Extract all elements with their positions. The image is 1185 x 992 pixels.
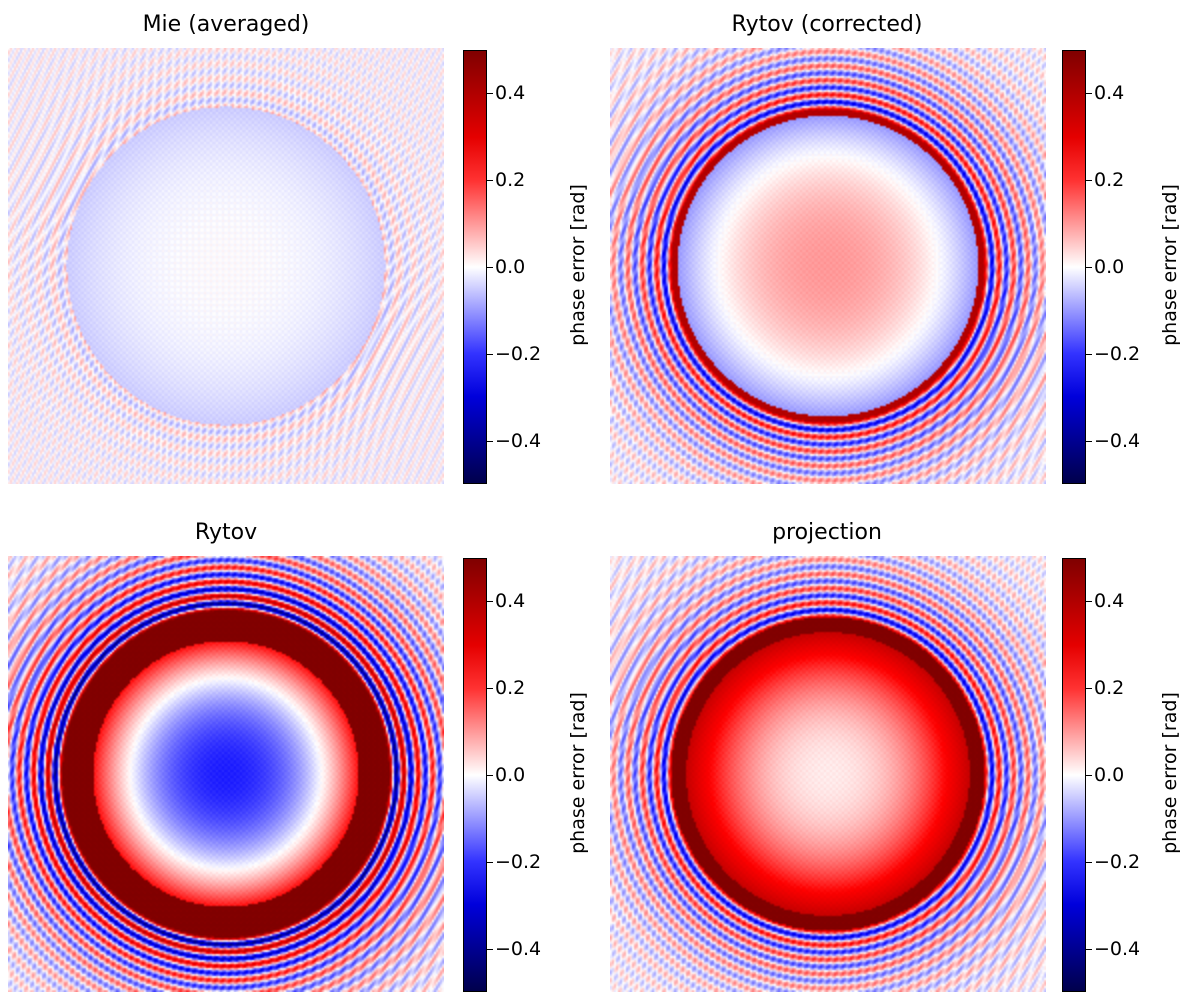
colorbar-tick-label: 0.0 — [495, 256, 526, 278]
colorbar-tick-label: −0.2 — [1094, 342, 1141, 365]
colorbar-tick-mark — [487, 180, 493, 182]
colorbar-tick-label: 0.2 — [495, 677, 526, 700]
colorbar-tick-mark — [487, 775, 493, 776]
colorbar-label: phase error [rad] — [567, 692, 589, 854]
colorbar-label: phase error [rad] — [567, 184, 589, 346]
colorbar-tick-mark — [487, 353, 493, 355]
colorbar-tick-mark — [1086, 948, 1092, 950]
colorbar-tick-label: 0.0 — [495, 764, 526, 786]
colorbar-tick-label: −0.4 — [495, 937, 542, 960]
colorbar-tick-mark — [1086, 601, 1092, 603]
colorbar-tick-mark — [1086, 440, 1092, 442]
colorbar-tick-mark — [1086, 861, 1092, 863]
colorbar-tick-mark — [487, 688, 493, 690]
colorbar-tick-mark — [487, 601, 493, 603]
heatmap — [8, 556, 444, 992]
colorbar — [1062, 558, 1086, 992]
heatmap — [8, 48, 444, 484]
colorbar-tick-mark — [487, 93, 493, 95]
colorbar-tick-label: −0.2 — [495, 342, 542, 365]
colorbar-tick-label: −0.4 — [495, 429, 542, 452]
colorbar-tick-label: 0.4 — [495, 590, 526, 613]
colorbar — [463, 558, 487, 992]
colorbar-tick-mark — [1086, 180, 1092, 182]
colorbar — [1062, 50, 1086, 484]
colorbar-tick-mark — [1086, 353, 1092, 355]
colorbar-tick-mark — [487, 440, 493, 442]
colorbar-tick-mark — [1086, 93, 1092, 95]
panel-title: Mie (averaged) — [142, 12, 310, 37]
colorbar-tick-label: 0.2 — [1094, 677, 1125, 700]
panel-title: Rytov — [194, 520, 258, 545]
colorbar-tick-label: −0.2 — [1094, 850, 1141, 873]
colorbar-tick-label: 0.4 — [1094, 590, 1125, 613]
colorbar-tick-label: 0.0 — [1094, 256, 1125, 278]
colorbar-tick-mark — [487, 948, 493, 950]
colorbar-tick-mark — [1086, 775, 1092, 776]
colorbar-tick-label: 0.2 — [495, 169, 526, 192]
colorbar — [463, 50, 487, 484]
colorbar-tick-label: −0.4 — [1094, 937, 1141, 960]
colorbar-tick-label: −0.4 — [1094, 429, 1141, 452]
heatmap — [610, 556, 1046, 992]
colorbar-label: phase error [rad] — [1159, 184, 1181, 346]
colorbar-tick-label: 0.4 — [495, 82, 526, 105]
panel-title: Rytov (corrected) — [731, 12, 923, 37]
colorbar-tick-label: 0.0 — [1094, 764, 1125, 786]
colorbar-tick-mark — [1086, 688, 1092, 690]
colorbar-tick-mark — [487, 267, 493, 268]
colorbar-tick-mark — [1086, 267, 1092, 268]
colorbar-label: phase error [rad] — [1159, 692, 1181, 854]
colorbar-tick-label: 0.4 — [1094, 82, 1125, 105]
colorbar-tick-label: −0.2 — [495, 850, 542, 873]
colorbar-tick-label: 0.2 — [1094, 169, 1125, 192]
panel-title: projection — [772, 520, 882, 545]
heatmap — [610, 48, 1046, 484]
colorbar-tick-mark — [487, 861, 493, 863]
